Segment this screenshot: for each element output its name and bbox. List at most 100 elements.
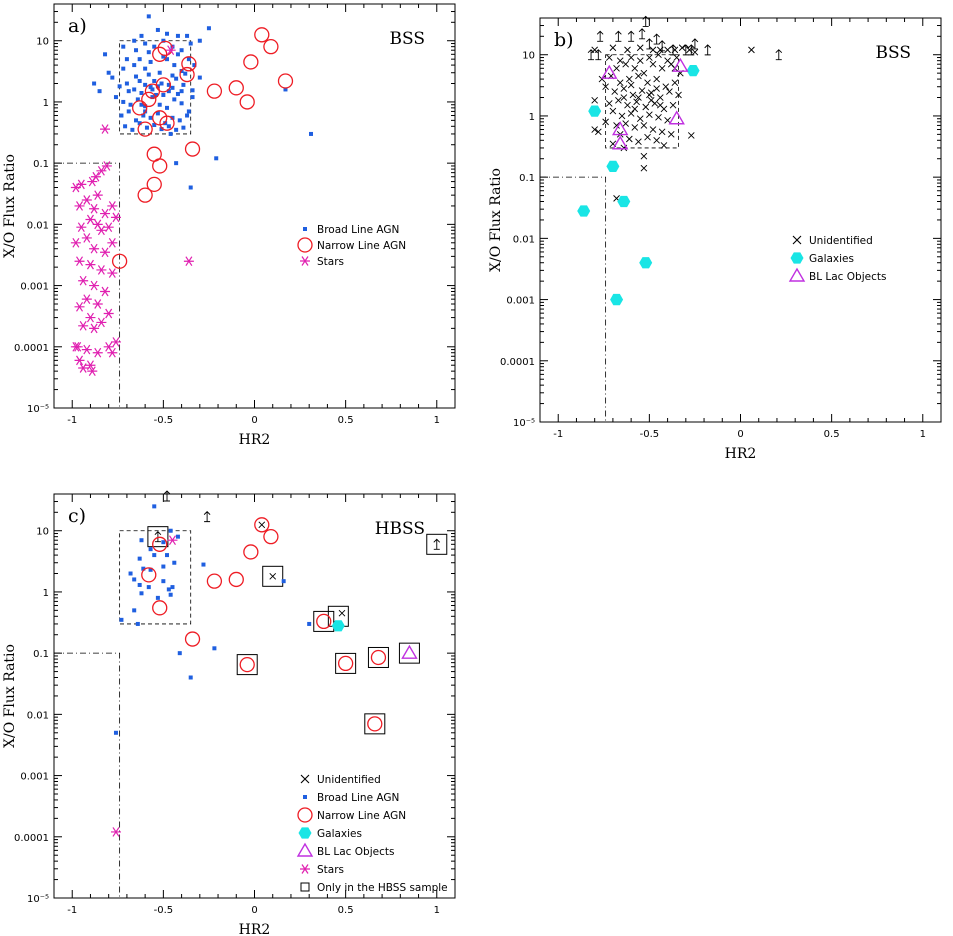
unidentified-point bbox=[646, 111, 653, 118]
unidentified-point bbox=[591, 126, 599, 133]
narrow-line-agn-point bbox=[228, 80, 244, 96]
unidentified-point bbox=[605, 100, 613, 107]
broad-line-agn-point bbox=[174, 76, 179, 81]
unidentified-point bbox=[655, 113, 662, 121]
lower-limit-arrow bbox=[163, 490, 171, 502]
unidentified-point bbox=[653, 75, 660, 83]
unidentified-point bbox=[595, 128, 602, 136]
broad-line-agn-point bbox=[103, 52, 108, 57]
broad-line-agn-point bbox=[126, 109, 131, 114]
broad-line-agn-point bbox=[190, 88, 195, 93]
broad-line-agn-point bbox=[128, 571, 133, 576]
unidentified-point bbox=[602, 118, 609, 126]
star-point bbox=[107, 268, 118, 278]
unidentified-point bbox=[656, 94, 664, 101]
star-point bbox=[300, 864, 310, 874]
star-point bbox=[70, 182, 81, 193]
broad-line-agn-point bbox=[161, 564, 166, 569]
broad-line-agn-point bbox=[130, 127, 135, 132]
lower-limit-arrow bbox=[704, 44, 712, 56]
y-axis-title: X/O Flux Ratio bbox=[2, 154, 18, 258]
unidentified-point bbox=[653, 85, 660, 92]
legend-item-only: Only in the HBSS sample bbox=[300, 882, 448, 894]
unidentified-point bbox=[671, 79, 679, 86]
unidentified-point bbox=[640, 69, 648, 77]
unidentified-point bbox=[616, 79, 624, 86]
broad-line-agn-point bbox=[179, 48, 184, 53]
unidentified-point bbox=[644, 79, 651, 86]
x-axis-title: HR2 bbox=[725, 446, 757, 462]
legend-item-bla: Broad Line AGN bbox=[303, 224, 399, 236]
broad-line-agn-point bbox=[134, 48, 139, 53]
broad-line-agn-point bbox=[174, 127, 179, 132]
y-tick-label: 1 bbox=[529, 112, 535, 123]
broad-line-agn-point bbox=[152, 553, 157, 558]
narrow-line-agn-point bbox=[316, 613, 332, 630]
broad-line-agn-point bbox=[186, 109, 191, 114]
narrow-line-agn-point bbox=[137, 121, 153, 137]
broad-line-agn-point bbox=[181, 125, 186, 130]
series-nla bbox=[111, 27, 294, 269]
star-point bbox=[78, 275, 89, 286]
broad-line-agn-point bbox=[155, 595, 160, 600]
broad-line-agn-point bbox=[186, 57, 191, 62]
legend-item-galaxies: Galaxies bbox=[298, 827, 362, 840]
unidentified-point bbox=[662, 83, 670, 91]
unidentified-point bbox=[640, 164, 648, 172]
narrow-line-agn-point bbox=[184, 141, 201, 157]
broad-line-agn-point bbox=[148, 85, 153, 90]
narrow-line-agn-point bbox=[132, 100, 148, 116]
sample-label: BSS bbox=[876, 43, 912, 63]
unidentified-point bbox=[673, 54, 681, 61]
star-point bbox=[96, 225, 107, 236]
y-tick-label: 0.01 bbox=[513, 234, 535, 245]
unidentified-point bbox=[620, 94, 628, 101]
unidentified-point bbox=[635, 138, 642, 145]
y-tick-label: 10 bbox=[36, 37, 49, 48]
broad-line-agn-point bbox=[161, 92, 166, 97]
broad-line-agn-point bbox=[121, 44, 126, 49]
panel-label: a) bbox=[68, 15, 87, 37]
unidentified-point bbox=[633, 98, 640, 106]
narrow-line-agn-point bbox=[152, 536, 168, 552]
hbss-only-box bbox=[335, 652, 357, 674]
broad-line-agn-point bbox=[139, 90, 144, 95]
unidentified-point bbox=[624, 101, 631, 109]
broad-line-agn-point bbox=[179, 101, 184, 106]
legend-item-nla: Narrow Line AGN bbox=[297, 237, 406, 253]
narrow-line-agn-point bbox=[152, 46, 168, 62]
y-tick-label: 0.001 bbox=[20, 282, 49, 293]
unidentified-point bbox=[269, 572, 277, 580]
hbss-only-box bbox=[367, 646, 389, 668]
broad-line-agn-point bbox=[175, 91, 180, 96]
x-axis-title: HR2 bbox=[239, 432, 271, 448]
broad-line-agn-point bbox=[132, 63, 137, 68]
x-axis-title: HR2 bbox=[239, 922, 271, 936]
unidentified-point bbox=[631, 124, 639, 131]
legend-hbss-only-icon bbox=[300, 882, 310, 892]
broad-line-agn-point bbox=[132, 38, 137, 43]
unidentified-point bbox=[605, 54, 613, 61]
legend-item-unid: Unidentified bbox=[792, 235, 873, 247]
x-tick-label: 0.5 bbox=[338, 905, 354, 916]
narrow-line-agn-point bbox=[184, 631, 201, 647]
unidentified-point bbox=[660, 142, 668, 149]
broad-line-agn-point bbox=[166, 89, 171, 94]
unidentified-point bbox=[613, 64, 620, 72]
narrow-line-agn-point bbox=[243, 544, 259, 560]
galaxy-point bbox=[577, 205, 591, 217]
unidentified-point bbox=[625, 135, 633, 143]
broad-line-agn-point bbox=[188, 41, 193, 46]
broad-line-agn-point bbox=[121, 99, 126, 104]
star-point bbox=[96, 165, 107, 176]
y-tick-label: 10 bbox=[36, 527, 49, 538]
star-point bbox=[107, 237, 118, 248]
unidentified-point bbox=[646, 54, 653, 61]
broad-line-agn-point bbox=[146, 50, 151, 55]
unidentified-point bbox=[627, 81, 635, 89]
broad-line-agn-point bbox=[146, 585, 151, 590]
series-unid_limits bbox=[154, 490, 441, 550]
unidentified-point bbox=[642, 103, 650, 111]
threshold-line bbox=[54, 652, 121, 898]
